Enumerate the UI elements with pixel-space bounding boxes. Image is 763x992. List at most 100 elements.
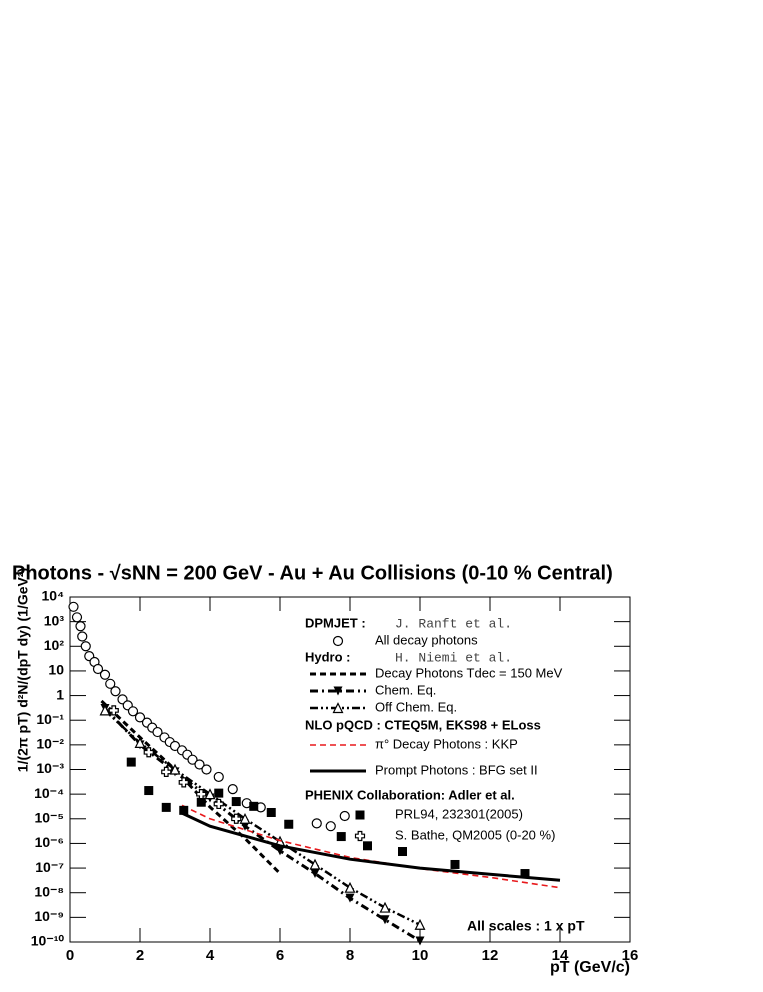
marker xyxy=(325,821,336,832)
legend-label: π° Decay Photons : KKP xyxy=(375,736,518,751)
legend-group-reference: J. Ranft et al. xyxy=(395,616,512,631)
marker xyxy=(231,797,241,807)
x-tick-label: 2 xyxy=(136,947,144,964)
x-tick-label: 12 xyxy=(482,947,499,964)
y-tick-label: 10⁻¹⁰ xyxy=(31,933,65,949)
legend-label: Off Chem. Eq. xyxy=(375,699,457,714)
marker xyxy=(152,726,163,738)
marker xyxy=(179,805,189,815)
marker xyxy=(108,705,119,716)
marker xyxy=(339,810,350,822)
marker xyxy=(134,712,146,723)
marker xyxy=(310,869,320,879)
legend-label: Prompt Photons : BFG set II xyxy=(375,762,538,777)
marker xyxy=(450,859,460,869)
x-tick-label: 8 xyxy=(346,947,354,964)
marker xyxy=(520,869,530,879)
marker xyxy=(284,819,294,829)
legend-group-reference: H. Niemi et al. xyxy=(395,650,512,665)
y-tick-label: 10⁻⁷ xyxy=(35,859,64,875)
marker xyxy=(239,812,251,824)
y-tick-label: 10² xyxy=(44,637,65,653)
marker xyxy=(266,807,276,817)
marker xyxy=(187,754,198,765)
series-line xyxy=(181,811,561,882)
marker xyxy=(204,788,216,800)
marker xyxy=(143,747,154,758)
marker xyxy=(201,764,212,775)
marker xyxy=(231,813,242,824)
y-tick-label: 10⁻² xyxy=(36,736,64,752)
marker xyxy=(214,788,224,798)
x-tick-label: 10 xyxy=(412,947,429,964)
y-tick-label: 10⁴ xyxy=(42,588,65,604)
legend-label: Chem. Eq. xyxy=(375,682,436,697)
legend-group-title: DPMJET : xyxy=(305,615,366,630)
y-tick-label: 10 xyxy=(48,662,64,678)
y-tick-label: 10⁻⁵ xyxy=(34,809,64,825)
marker xyxy=(363,841,372,851)
legend-label: All decay photons xyxy=(375,632,478,647)
x-tick-label: 4 xyxy=(206,947,215,964)
x-tick-label: 16 xyxy=(622,947,639,964)
marker xyxy=(398,847,407,857)
marker xyxy=(99,669,111,680)
marker xyxy=(178,777,189,788)
series-line xyxy=(104,709,421,926)
marker xyxy=(144,786,154,796)
marker xyxy=(311,818,322,829)
legend-group-title: NLO pQCD : CTEQ5M, EKS98 + ELoss xyxy=(305,717,541,732)
series-line xyxy=(181,804,561,889)
y-tick-label: 10⁻⁸ xyxy=(34,883,64,899)
marker xyxy=(71,612,83,623)
marker xyxy=(105,678,116,689)
series-line xyxy=(100,699,282,875)
y-tick-label: 10⁻⁴ xyxy=(34,785,64,801)
legend-group-title: Hydro : xyxy=(305,649,351,664)
marker xyxy=(161,802,171,812)
marker xyxy=(134,737,146,749)
y-tick-label: 10⁻⁶ xyxy=(35,834,64,850)
marker xyxy=(414,918,426,930)
legend-marker xyxy=(332,702,344,714)
marker xyxy=(194,759,205,770)
y-tick-label: 10⁻¹ xyxy=(36,711,64,727)
marker xyxy=(380,915,390,925)
annotation: All scales : 1 x pT xyxy=(467,918,585,934)
marker xyxy=(196,789,207,800)
legend-marker xyxy=(354,830,366,842)
chart-title: Photons - √sNN = 200 GeV - Au + Au Colli… xyxy=(12,562,613,584)
marker xyxy=(127,706,139,717)
marker xyxy=(196,797,206,807)
legend-marker xyxy=(355,810,365,820)
marker xyxy=(275,846,285,856)
legend-marker xyxy=(333,686,343,696)
y-tick-label: 10³ xyxy=(44,612,65,628)
marker xyxy=(110,686,121,697)
marker xyxy=(213,798,224,810)
x-tick-label: 6 xyxy=(276,947,284,964)
marker xyxy=(161,766,172,777)
marker xyxy=(240,821,250,831)
y-axis-label: 1/(2π pT) d²N/(dpT dy) (1/GeV²) xyxy=(15,568,31,772)
marker xyxy=(309,858,321,870)
marker xyxy=(80,641,91,652)
marker xyxy=(249,801,259,811)
marker xyxy=(379,901,391,913)
marker xyxy=(68,601,79,612)
y-tick-label: 1 xyxy=(56,686,64,702)
marker xyxy=(75,621,86,632)
marker xyxy=(77,631,88,642)
legend-label: S. Bathe, QM2005 (0-20 %) xyxy=(395,827,555,842)
legend-label: PRL94, 232301(2005) xyxy=(395,806,523,821)
y-tick-label: 10⁻⁹ xyxy=(34,908,64,924)
marker xyxy=(169,763,181,775)
x-axis-label: pT (GeV/c) xyxy=(550,959,630,976)
marker xyxy=(213,771,224,783)
marker xyxy=(336,832,346,842)
series-line xyxy=(103,707,421,943)
x-tick-label: 14 xyxy=(552,947,569,964)
y-tick-label: 10⁻³ xyxy=(36,760,64,776)
